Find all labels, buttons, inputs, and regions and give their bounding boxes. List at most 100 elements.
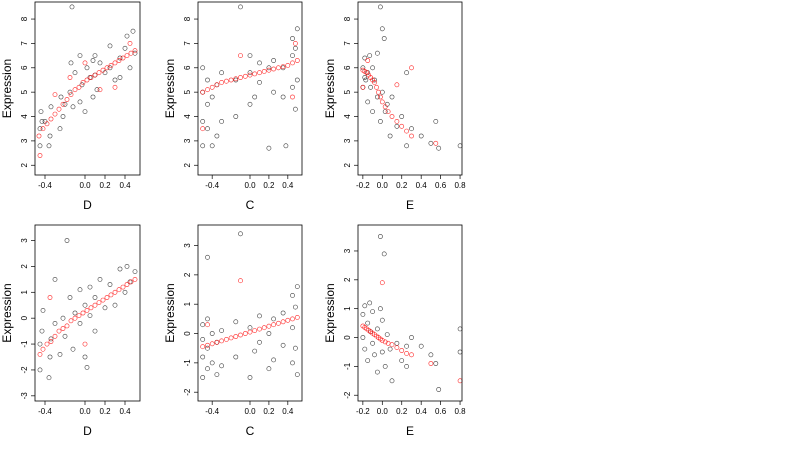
data-point [77, 99, 83, 105]
data-point [280, 64, 286, 69]
data-point [409, 335, 414, 340]
data-point [266, 145, 272, 151]
data-point [271, 316, 276, 322]
data-point [399, 114, 405, 119]
data-point [205, 366, 210, 372]
y-axis: -2 -1 0 1 2 3 [343, 248, 358, 399]
plot-frame [34, 1, 141, 176]
data-point [233, 354, 239, 360]
x-axis-title: E [406, 198, 414, 212]
data-point [219, 80, 224, 85]
x-tick-label: 0.0 [79, 181, 91, 190]
data-point [374, 94, 380, 100]
data-point [294, 26, 300, 32]
data-point [275, 65, 281, 71]
data-point [97, 87, 103, 93]
data-point [68, 318, 74, 324]
data-point [252, 71, 258, 77]
data-point [124, 263, 130, 269]
series-observed [360, 4, 463, 151]
data-point [107, 282, 113, 287]
data-point [377, 94, 383, 100]
data-point [219, 338, 224, 344]
data-point [294, 58, 300, 63]
data-point [64, 238, 70, 243]
y-tick-label: 0 [183, 331, 192, 336]
data-point [47, 133, 53, 139]
data-point [116, 287, 122, 293]
series-observed [37, 238, 138, 381]
y-axis-title: Expression [0, 59, 14, 118]
data-point [379, 349, 385, 355]
data-point [92, 53, 98, 58]
data-point [48, 336, 54, 342]
data-point [261, 325, 267, 331]
data-point [285, 63, 291, 68]
x-tick-label: 0.2 [263, 407, 275, 416]
data-point [418, 343, 424, 349]
y-tick-label: 6 [343, 65, 352, 70]
data-point [57, 351, 63, 357]
data-point [382, 339, 388, 345]
x-tick-label: -0.2 [356, 181, 370, 190]
data-point [97, 276, 103, 282]
data-point [205, 77, 210, 83]
data-point [367, 53, 373, 58]
y-axis: 2 3 4 5 6 7 8 [183, 16, 198, 167]
x-axis-title: D [83, 198, 92, 212]
data-point [77, 287, 83, 293]
y-tick-label: 2 [343, 162, 352, 167]
data-point [100, 297, 106, 303]
data-point [209, 143, 215, 149]
data-point [247, 53, 253, 58]
data-point [200, 143, 206, 149]
x-axis: -0.4 0.0 0.2 0.4 [38, 175, 131, 190]
data-point [285, 317, 291, 323]
data-point [47, 354, 53, 360]
x-tick-label: -0.4 [205, 181, 219, 190]
data-point [62, 101, 68, 107]
data-point [457, 326, 463, 332]
data-point [360, 65, 366, 71]
data-point [48, 116, 54, 122]
y-tick-label: 6 [183, 65, 192, 70]
data-point [379, 89, 385, 95]
data-point [209, 360, 215, 366]
data-point [214, 339, 220, 345]
data-point [271, 58, 276, 63]
chart-panel-1: -0.4 0.0 0.2 0.4 2 3 4 5 6 7 8 D Expression [0, 1, 141, 212]
data-point [108, 63, 114, 68]
x-tick-label: 0.0 [79, 407, 91, 416]
data-point [389, 114, 395, 119]
data-point [294, 284, 300, 289]
data-point [132, 50, 138, 56]
data-point [223, 336, 229, 342]
y-tick-label: 2 [343, 277, 352, 282]
y-axis: -2 -1 0 1 2 3 [183, 243, 198, 396]
data-point [409, 352, 414, 358]
x-tick-label: 0.2 [396, 181, 408, 190]
series-observed [200, 231, 300, 380]
data-point [374, 84, 379, 90]
data-point [433, 119, 439, 124]
x-tick-label: 0.0 [244, 407, 256, 416]
x-tick-label: 0.2 [99, 181, 111, 190]
x-tick-label: 0.2 [99, 407, 111, 416]
data-point [200, 119, 206, 124]
data-point [404, 70, 409, 76]
data-point [37, 351, 43, 357]
data-point [238, 4, 243, 10]
data-point [205, 87, 210, 93]
data-point [387, 133, 393, 139]
data-point [128, 279, 134, 285]
data-point [257, 339, 262, 345]
chart-panel-4: -0.4 0.0 0.2 0.4 -3 -2 -1 0 1 2 3 D Expression [0, 224, 141, 438]
data-point [389, 342, 395, 348]
x-tick-label: 0.2 [396, 407, 408, 416]
data-point [82, 302, 88, 308]
data-point [365, 58, 371, 63]
data-point [372, 77, 377, 83]
y-tick-label: 6 [20, 65, 29, 70]
data-point [107, 65, 113, 71]
x-tick-label: 0.4 [282, 407, 294, 416]
